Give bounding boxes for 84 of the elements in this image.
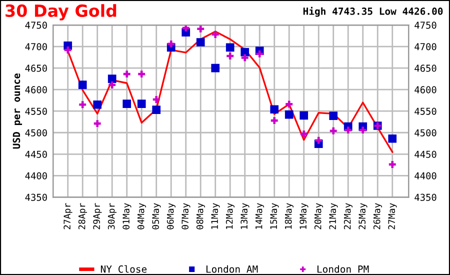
- x-tick-label: 28Apr: [78, 203, 87, 230]
- y2-tick-label: 4500: [414, 129, 436, 136]
- legend-label: London AM: [206, 265, 258, 273]
- point: [93, 100, 102, 109]
- point: [79, 101, 86, 108]
- y2-tick-label: 4550: [414, 108, 436, 115]
- point: [108, 74, 116, 83]
- point: [94, 120, 101, 128]
- chart-subtitle: High 4743.35 Low 4426.00: [303, 6, 443, 17]
- point: [138, 70, 146, 78]
- x-tick-label: 29Apr: [93, 203, 102, 230]
- x-tick-label: 08May: [196, 203, 206, 230]
- x-tick-label: 21May: [329, 203, 338, 230]
- x-tick-label: 05May: [152, 203, 161, 230]
- x-tick-label: 06May: [166, 203, 176, 230]
- point: [315, 136, 322, 144]
- y-tick-label: 4750: [25, 22, 47, 29]
- point: [123, 70, 130, 78]
- y2-tick-label: 4400: [414, 172, 436, 180]
- y2-tick-label: 4750: [414, 22, 436, 29]
- x-tick-label: 15May: [270, 203, 279, 229]
- x-tick-label: 20May: [314, 203, 324, 230]
- point: [137, 100, 146, 108]
- point: [196, 38, 205, 46]
- x-tick-label: 27May: [388, 203, 397, 230]
- point: [329, 112, 338, 120]
- point: [226, 43, 234, 52]
- point: [64, 46, 72, 54]
- x-tick-label: 27Apr: [64, 203, 72, 230]
- point: [300, 111, 308, 120]
- y2-tick-label: 4700: [414, 43, 436, 50]
- point: [270, 105, 279, 114]
- y2-tick-label: 4350: [414, 194, 436, 201]
- point: [284, 110, 294, 119]
- y-axis-title: USD per ounce: [12, 73, 22, 149]
- y-tick-label: 4600: [25, 86, 47, 94]
- point: [241, 54, 248, 62]
- point: [359, 126, 366, 134]
- point: [152, 96, 160, 103]
- y-tick-label: 4350: [25, 194, 47, 201]
- y-tick-label: 4450: [25, 150, 47, 158]
- point: [152, 106, 161, 114]
- x-tick-label: 14May: [256, 203, 264, 229]
- x-tick-label: 19May: [300, 203, 308, 229]
- y2-tick-label: 4650: [414, 64, 436, 72]
- y2-tick-label: 4600: [414, 86, 436, 94]
- x-tick-label: 22May: [344, 203, 353, 230]
- y-tick-label: 4400: [25, 172, 47, 180]
- x-tick-label: 11May: [211, 203, 220, 229]
- x-tick-label: 25May: [358, 203, 368, 230]
- point: [182, 25, 190, 32]
- y-tick-label: 4650: [25, 64, 47, 72]
- point: [197, 25, 204, 32]
- legend-label: London PM: [317, 265, 369, 273]
- point: [330, 127, 337, 134]
- x-tick-label: 07May: [182, 203, 190, 230]
- y-tick-label: 4700: [25, 43, 47, 50]
- y-tick-label: 4550: [25, 108, 47, 115]
- point: [240, 48, 250, 56]
- chart-title: 30 Day Gold: [6, 4, 116, 20]
- y-tick-label: 4500: [25, 129, 47, 136]
- x-tick-label: 30Apr: [108, 203, 116, 230]
- x-tick-label: 26May: [373, 203, 382, 230]
- point: [168, 40, 175, 48]
- point: [122, 100, 132, 108]
- x-tick-label: 12May: [226, 203, 235, 229]
- x-tick-label: 18May: [284, 203, 294, 229]
- legend-label: NY Close: [100, 265, 147, 273]
- x-tick-label: 01May: [122, 203, 132, 230]
- point: [388, 160, 396, 168]
- point: [388, 134, 397, 143]
- x-tick-label: 13May: [240, 203, 250, 229]
- point: [108, 81, 116, 88]
- point: [212, 31, 219, 38]
- x-tick-label: 04May: [137, 203, 146, 230]
- point: [226, 52, 234, 60]
- point: [270, 117, 278, 124]
- point: [256, 50, 264, 58]
- point: [286, 100, 293, 108]
- point: [211, 64, 220, 72]
- point: [344, 126, 352, 134]
- point: [78, 80, 87, 90]
- y2-tick-label: 4450: [414, 150, 436, 158]
- point: [300, 130, 308, 138]
